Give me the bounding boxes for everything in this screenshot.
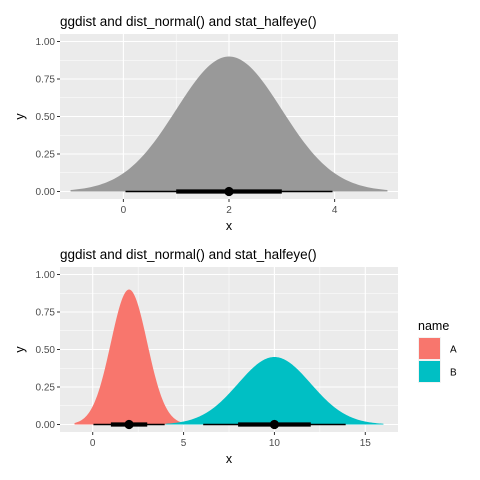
y-axis: 0.00 0.25 0.50 0.75 1.00 [36,270,60,431]
density-layer [70,56,388,197]
chart-bottom: ggdist and dist_normal() and stat_halfey… [13,247,457,466]
chart-top: ggdist and dist_normal() and stat_halfey… [13,14,398,233]
x-tick-label: 2 [226,205,232,216]
density-slab [74,289,184,425]
legend-items: AB [418,337,457,383]
chart-title: ggdist and dist_normal() and stat_halfey… [60,247,317,262]
y-tick-label: 0.25 [36,150,56,161]
y-tick-label: 0.25 [36,383,56,394]
point-estimate [224,186,234,197]
y-axis: 0.00 0.25 0.50 0.75 1.00 [36,37,60,198]
y-tick-label: 1.00 [36,37,56,48]
legend-swatch [419,338,440,359]
x-axis-title: x [226,452,233,466]
y-tick-label: 0.75 [36,308,56,319]
x-tick-label: 0 [121,205,127,216]
y-axis-title: y [13,113,27,120]
legend-swatch [419,361,440,382]
x-tick-label: 0 [90,438,96,449]
x-axis: 0 5 10 15 [90,432,371,449]
y-tick-label: 0.50 [36,345,56,356]
legend-label: A [450,345,457,356]
y-tick-label: 0.50 [36,112,56,123]
x-tick-label: 10 [269,438,281,449]
y-tick-label: 0.75 [36,75,56,86]
y-axis-title: y [13,346,27,353]
density-slab [165,357,384,425]
chart-title: ggdist and dist_normal() and stat_halfey… [60,14,317,29]
y-tick-label: 1.00 [36,270,56,281]
point-estimate [124,419,134,430]
legend: name AB [418,319,457,383]
y-tick-label: 0.00 [36,187,56,198]
x-axis-title: x [226,219,233,233]
point-estimate [269,419,280,430]
y-tick-label: 0.00 [36,420,56,431]
x-tick-label: 15 [360,438,372,449]
legend-label: B [450,368,457,379]
density-slab [70,56,388,192]
density-layer [74,289,384,430]
x-tick-label: 4 [332,205,338,216]
legend-title: name [418,319,449,333]
x-tick-label: 5 [181,438,187,449]
x-axis: 0 2 4 [121,199,338,216]
